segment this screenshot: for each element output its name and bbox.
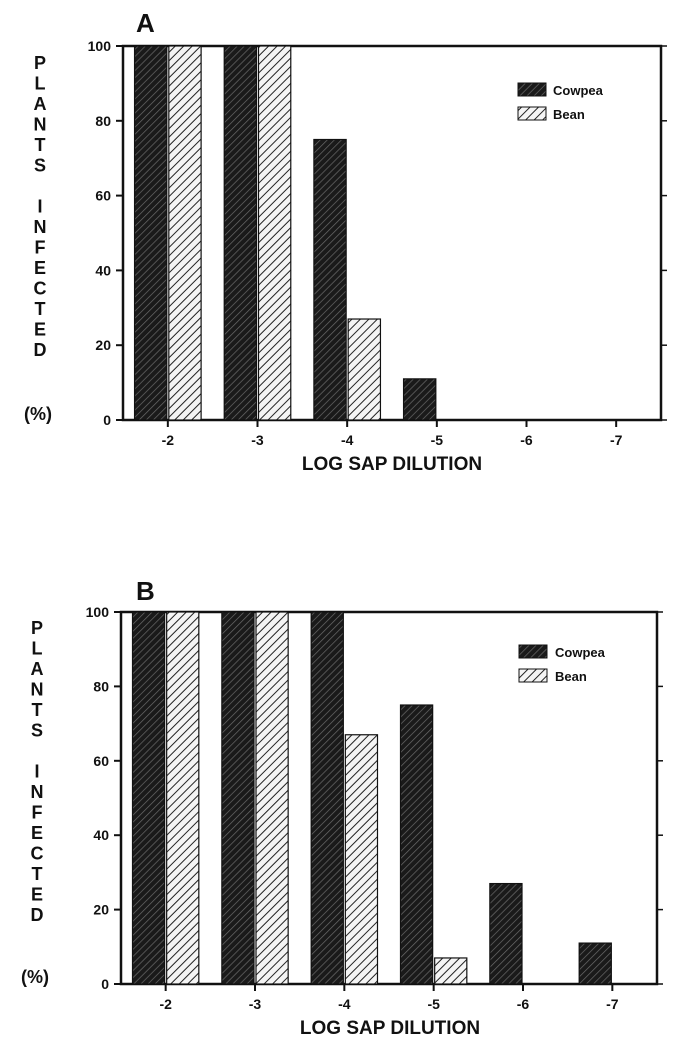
- bar-bean-neg4: [347, 318, 382, 421]
- panel-a-legend: Cowpea Bean: [517, 82, 604, 122]
- y-label-letter: S: [34, 156, 46, 176]
- y-label-letter: N: [34, 115, 47, 135]
- x-tick-label: -3: [251, 432, 264, 448]
- y-label-letter: P: [31, 618, 43, 638]
- y-tick-label: 60: [93, 753, 109, 769]
- y-tick-label: 0: [103, 412, 111, 428]
- y-label-letter: E: [31, 885, 43, 905]
- y-label-letter: T: [35, 299, 46, 319]
- bar-bean-neg2: [168, 45, 202, 421]
- x-tick-label: -6: [520, 432, 533, 448]
- bar-cowpea-neg2: [133, 45, 168, 421]
- x-tick-label: -5: [427, 996, 440, 1012]
- bar-bean-neg5: [434, 957, 468, 985]
- panel-b-legend: Cowpea Bean: [518, 644, 606, 684]
- bar-cowpea-neg7: [578, 942, 612, 985]
- y-label-letter: I: [34, 762, 39, 782]
- bar-cowpea-neg3: [221, 611, 255, 985]
- panel-a-legend-swatch-cowpea: [517, 82, 547, 97]
- bar-cowpea-neg2: [131, 611, 166, 985]
- y-tick-label: 60: [95, 188, 111, 204]
- y-tick-label: 80: [93, 678, 109, 694]
- x-tick-label: -2: [159, 996, 172, 1012]
- panel-b-plot-frame: [119, 610, 659, 986]
- panel-a-y-ticks: 0 20 40 60 80 100: [88, 38, 667, 428]
- y-label-letter: T: [32, 700, 43, 720]
- y-label-letter: C: [34, 279, 47, 299]
- panel-b-bars: [131, 611, 612, 985]
- bar-cowpea-neg3: [223, 45, 258, 421]
- panel-a-legend-label-cowpea: Cowpea: [553, 83, 604, 98]
- panel-b-x-ticks: -2 -3 -4 -5 -6 -7: [159, 984, 619, 1012]
- bar-cowpea-neg4: [310, 611, 344, 985]
- bar-bean-neg3: [257, 45, 292, 421]
- y-label-letter: N: [31, 680, 44, 700]
- y-label-unit: (%): [24, 404, 52, 424]
- panel-a-legend-swatch-bean: [517, 106, 547, 121]
- y-label-letter: S: [31, 721, 43, 741]
- x-tick-label: -5: [431, 432, 444, 448]
- y-label-unit: (%): [21, 967, 49, 987]
- panel-b-legend-label-cowpea: Cowpea: [555, 645, 606, 660]
- y-tick-label: 100: [86, 604, 110, 620]
- y-tick-label: 40: [93, 827, 109, 843]
- y-label-letter: D: [31, 905, 44, 925]
- y-label-letter: E: [31, 823, 43, 843]
- panel-b-x-axis-title: LOG SAP DILUTION: [300, 1018, 480, 1039]
- panel-b-label: B: [136, 576, 155, 606]
- bar-cowpea-neg6: [489, 882, 523, 985]
- bar-bean-neg3: [255, 611, 289, 985]
- panel-b-legend-swatch-cowpea: [518, 644, 548, 659]
- y-label-letter: F: [32, 803, 43, 823]
- x-tick-label: -3: [249, 996, 262, 1012]
- panel-a-legend-label-bean: Bean: [553, 107, 585, 122]
- y-tick-label: 100: [88, 38, 112, 54]
- panel-b-y-ticks: 0 20 40 60 80 100: [86, 604, 663, 992]
- y-tick-label: 0: [101, 976, 109, 992]
- panel-a-label: A: [136, 8, 155, 38]
- bar-bean-neg2: [166, 611, 200, 985]
- panel-b-legend-label-bean: Bean: [555, 669, 587, 684]
- y-tick-label: 20: [95, 337, 111, 353]
- y-label-letter: L: [35, 74, 46, 94]
- y-label-letter: T: [32, 864, 43, 884]
- y-label-letter: P: [34, 53, 46, 73]
- y-label-letter: N: [34, 217, 47, 237]
- y-label-letter: I: [37, 197, 42, 217]
- panel-b-legend-swatch-bean: [518, 668, 548, 683]
- panel-a-x-axis-title: LOG SAP DILUTION: [302, 454, 482, 475]
- x-tick-label: -6: [517, 996, 530, 1012]
- y-label-letter: F: [35, 238, 46, 258]
- y-label-letter: A: [34, 94, 47, 114]
- y-label-letter: L: [32, 639, 43, 659]
- y-label-letter: D: [34, 340, 47, 360]
- x-tick-label: -2: [162, 432, 175, 448]
- x-tick-label: -7: [610, 432, 623, 448]
- y-label-letter: N: [31, 782, 44, 802]
- y-label-letter: T: [35, 135, 46, 155]
- y-label-letter: C: [31, 844, 44, 864]
- x-tick-label: -4: [341, 432, 354, 448]
- panel-a-x-ticks: -2 -3 -4 -5 -6 -7: [162, 420, 623, 448]
- bar-bean-neg4: [344, 734, 379, 985]
- x-tick-label: -4: [338, 996, 351, 1012]
- y-label-letter: A: [31, 659, 44, 679]
- y-label-letter: E: [34, 258, 46, 278]
- bar-cowpea-neg4: [313, 138, 347, 421]
- panel-a-bars: [133, 45, 437, 421]
- y-tick-label: 20: [93, 902, 109, 918]
- bar-cowpea-neg5: [402, 378, 437, 421]
- y-label-letter: E: [34, 320, 46, 340]
- bar-cowpea-neg5: [399, 704, 434, 985]
- y-tick-label: 80: [95, 113, 111, 129]
- x-tick-label: -7: [606, 996, 619, 1012]
- y-tick-label: 40: [95, 262, 111, 278]
- panel-a-plot-frame: [121, 44, 663, 422]
